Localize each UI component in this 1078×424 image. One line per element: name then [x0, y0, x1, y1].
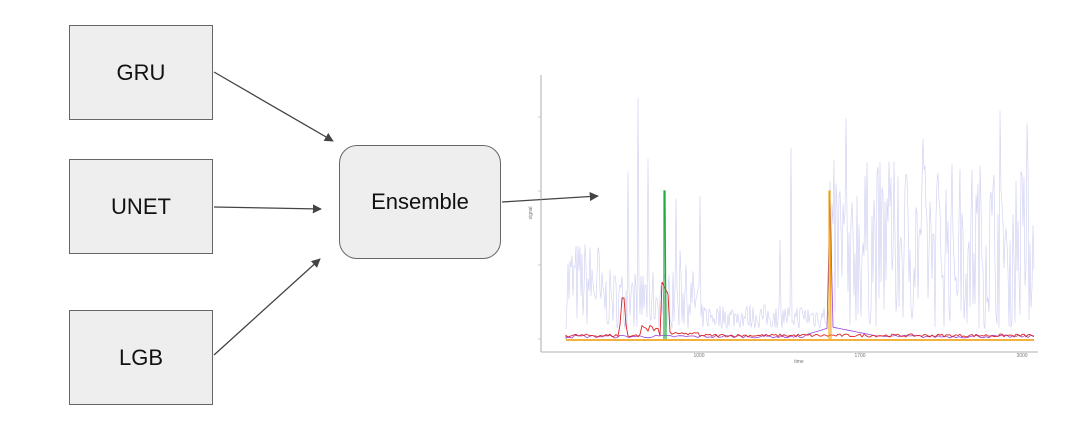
x-tick-3000: 3000 [1016, 353, 1027, 359]
arrow-gru-to-ensemble [213, 71, 334, 142]
x-tick-1700: 1700 [854, 353, 865, 359]
y-axis-label: signal [528, 206, 534, 219]
red-prediction-trace [565, 281, 1035, 338]
arrow-unet-to-ensemble [213, 204, 322, 214]
lgb-label: LGB [118, 344, 164, 370]
output-plot: 1000 1700 3000 time signal [528, 75, 1038, 365]
plot-traces [565, 97, 1035, 341]
unet-label: UNET [111, 193, 171, 219]
lgb-model-box: LGB [69, 310, 213, 405]
orange-spike-trace [828, 190, 832, 340]
x-axis-label: time [794, 359, 804, 365]
gru-label: GRU [116, 59, 166, 85]
purple-prediction-trace [565, 194, 1035, 339]
arrow-ensemble-to-plot [501, 191, 599, 203]
plot-y-ticks [538, 116, 541, 340]
green-spike-trace [663, 190, 667, 340]
x-tick-1000: 1000 [693, 353, 704, 359]
arrow-lgb-to-ensemble [213, 258, 321, 356]
ensemble-label: Ensemble [371, 189, 469, 214]
gru-model-box: GRU [69, 25, 213, 120]
ensemble-box: Ensemble [339, 145, 501, 259]
blue-signal-trace [565, 97, 1035, 330]
unet-model-box: UNET [69, 159, 213, 254]
